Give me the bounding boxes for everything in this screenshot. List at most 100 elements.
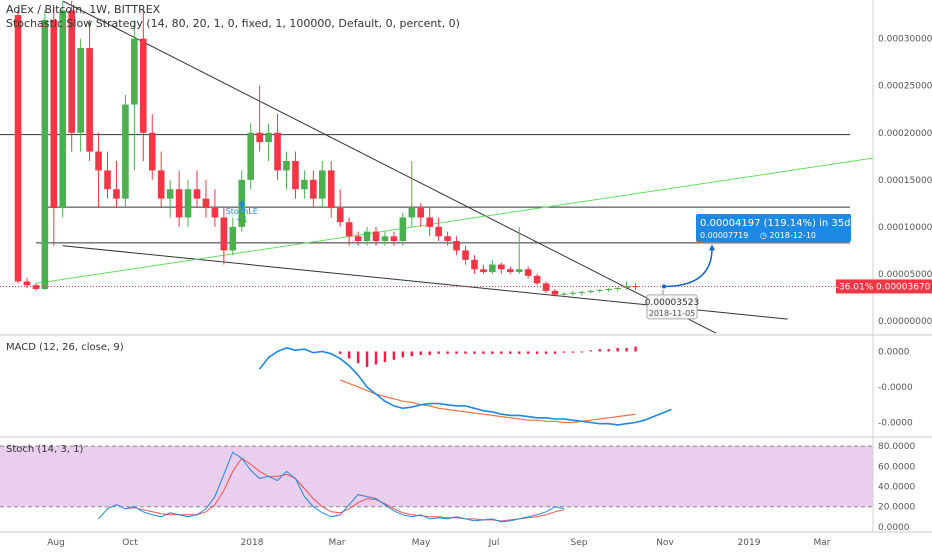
- stoch-k-line: [98, 451, 565, 523]
- macd-hist-bar: [634, 346, 637, 352]
- candle-body: [86, 48, 93, 152]
- candle-body: [632, 286, 639, 288]
- candle-body: [23, 281, 31, 286]
- macd-hist-bar: [482, 351, 485, 354]
- time-tick-label: Aug: [47, 538, 65, 548]
- candle-body: [229, 226, 237, 251]
- candle-body: [372, 231, 380, 241]
- stoch-tick-label: 20.0000: [878, 503, 915, 513]
- macd-hist-bar: [491, 351, 494, 354]
- macd-hist-bar: [518, 351, 521, 354]
- candle-body: [59, 10, 67, 209]
- macd-hist-bar: [401, 351, 405, 358]
- projection-arrow-icon: [709, 244, 715, 251]
- strategy-title: Stochastic Slow Strategy (14, 80, 20, 1,…: [6, 17, 460, 30]
- symbol-title: AdEx / Bitcoin, 1W, BITTREX: [6, 3, 161, 16]
- macd-hist-bar: [544, 351, 548, 354]
- macd-hist-bar: [374, 351, 378, 365]
- price-tick-label: 0.00025000: [878, 82, 932, 92]
- time-tick-label: Jul: [488, 538, 500, 548]
- candle-body: [265, 132, 272, 143]
- candle-body: [68, 10, 75, 133]
- candle-body: [533, 275, 541, 284]
- macd-hist-bar: [446, 351, 449, 354]
- candle-body: [524, 269, 532, 276]
- macd-hist-bar: [562, 351, 566, 353]
- macd-hist-bar: [580, 351, 584, 353]
- macd-tick-label: 0.0000: [878, 347, 910, 357]
- candle-body: [327, 170, 335, 209]
- time-tick-label: Oct: [122, 538, 138, 548]
- macd-hist-bar: [455, 351, 458, 354]
- stoch-band: [0, 446, 873, 507]
- candle-body: [506, 269, 514, 273]
- change-badge: [836, 279, 873, 294]
- candle-body: [515, 269, 523, 273]
- time-tick-label: 2019: [738, 538, 761, 548]
- candle-body: [166, 189, 174, 199]
- macd-hist-bar: [392, 351, 396, 360]
- candle-body: [390, 236, 398, 241]
- candle-body: [489, 264, 496, 273]
- macd-hist-bar: [410, 351, 413, 357]
- candle-body: [247, 132, 254, 180]
- macd-hist-bar: [589, 350, 592, 352]
- long-entry-arrow-icon: [238, 200, 245, 209]
- candle-body: [444, 236, 451, 241]
- change-label: -36.01%: [836, 282, 874, 292]
- candle-body: [274, 132, 281, 171]
- projection-target: 0.00007719: [700, 231, 748, 240]
- candle-body: [301, 179, 308, 190]
- candle-body: [345, 222, 353, 237]
- candle-body: [148, 132, 156, 171]
- candle-body: [256, 132, 263, 143]
- macd-hist-bar: [473, 351, 476, 354]
- candle-body: [50, 19, 58, 209]
- macd-signal-line: [339, 379, 636, 424]
- candle-body: [480, 269, 487, 273]
- price-tick-label: 0.00000000: [878, 317, 932, 327]
- macd-line: [258, 347, 672, 426]
- macd-hist-bar: [419, 351, 422, 356]
- candle-body: [184, 189, 192, 218]
- candle-body: [408, 208, 416, 218]
- candle-body: [417, 208, 425, 218]
- macd-hist-bar: [553, 351, 557, 354]
- macd-hist-bar: [607, 349, 610, 352]
- candle-body: [435, 226, 442, 237]
- last-price-label: 0.00003670: [876, 282, 931, 292]
- rising-trendline: [35, 157, 873, 284]
- stoch-tick-label: 80.0000: [878, 442, 915, 452]
- price-tick-label: 0.00030000: [878, 35, 932, 45]
- candle-body: [399, 217, 407, 241]
- candle-body: [426, 217, 433, 227]
- candle-body: [32, 285, 40, 289]
- candle-body: [336, 208, 344, 223]
- macd-hist-bar: [347, 351, 351, 359]
- macd-hist-bar: [598, 349, 601, 352]
- macd-title: MACD (12, 26, close, 9): [6, 342, 124, 353]
- macd-tick-label: -0.0000: [878, 383, 913, 393]
- candle-body: [605, 289, 612, 290]
- candle-body: [77, 48, 84, 133]
- candle-body: [596, 289, 604, 291]
- candle-body: [211, 208, 219, 218]
- macd-hist-bar: [383, 351, 387, 363]
- candle-body: [14, 15, 22, 282]
- macd-hist-bar: [571, 351, 575, 353]
- time-tick-label: May: [412, 538, 431, 548]
- strategy-qty-label: +1: [236, 215, 248, 224]
- projection-date: ◷ 2018-12-10: [760, 231, 816, 240]
- macd-hist-bar: [464, 351, 467, 354]
- macd-hist-bar: [437, 351, 440, 354]
- candle-body: [220, 217, 228, 251]
- candle-body: [41, 19, 49, 290]
- projection-change: 0.00004197 (119.14%) in 35d: [700, 218, 850, 229]
- candle-body: [578, 291, 586, 293]
- candle-body: [498, 264, 505, 270]
- stoch-title: Stoch (14, 3, 1): [6, 444, 83, 455]
- candle-body: [283, 161, 290, 171]
- candle-body: [354, 236, 362, 241]
